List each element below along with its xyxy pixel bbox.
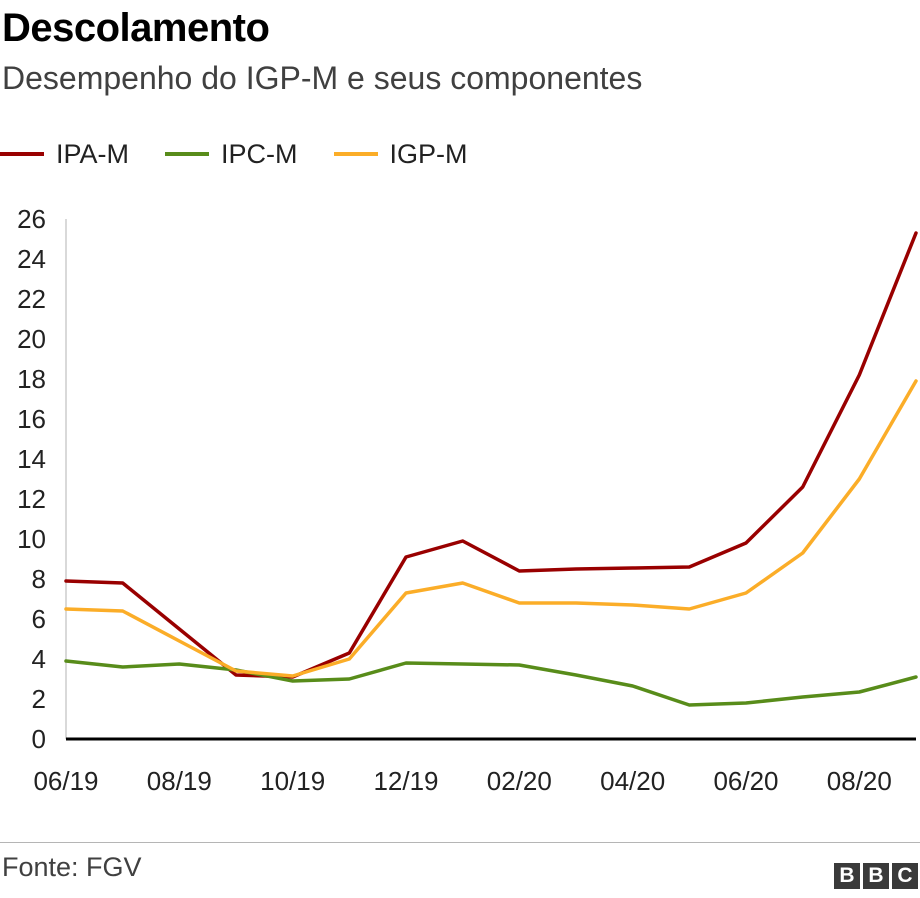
y-tick-label: 0 <box>32 724 46 754</box>
y-tick-label: 6 <box>32 604 46 634</box>
legend-item-igp: IGP-M <box>333 138 468 170</box>
x-tick-label: 12/19 <box>373 766 438 796</box>
y-tick-label: 14 <box>17 444 46 474</box>
series-line-ipa-m <box>64 231 918 679</box>
y-tick-label: 10 <box>17 524 46 554</box>
legend-swatch-ipc <box>165 152 209 156</box>
bbc-logo-letter-3: C <box>892 863 918 889</box>
y-tick-label: 8 <box>32 564 46 594</box>
legend-label-ipc: IPC-M <box>221 138 298 169</box>
footer-divider <box>0 842 920 843</box>
legend-item-ipc: IPC-M <box>165 139 298 170</box>
y-tick-label: 12 <box>17 484 46 514</box>
y-tick-label: 16 <box>17 404 46 434</box>
x-tick-label: 08/19 <box>147 766 212 796</box>
y-tick-label: 24 <box>17 244 46 274</box>
x-tick-label: 06/20 <box>713 766 778 796</box>
bbc-logo-letter-1: B <box>834 863 860 889</box>
source-note: Fonte: FGV <box>2 852 142 882</box>
bbc-logo: B B C <box>834 863 918 889</box>
series-line-igp-m <box>64 379 918 678</box>
y-tick-label: 26 <box>17 204 46 234</box>
chart-subtitle: Desempenho do IGP-M e seus componentes <box>2 60 643 96</box>
chart-title: Descolamento <box>2 6 270 50</box>
legend-label-igp: IGP-M <box>389 138 468 169</box>
legend: IPA-M IPC-M IGP-M <box>0 136 504 172</box>
x-tick-label: 10/19 <box>260 766 325 796</box>
x-tick-label: 04/20 <box>600 766 665 796</box>
y-tick-label: 20 <box>17 324 46 354</box>
x-tick-label: 06/19 <box>33 766 98 796</box>
legend-swatch-igp <box>333 152 378 156</box>
y-tick-label: 18 <box>17 364 46 394</box>
y-tick-label: 2 <box>32 684 46 714</box>
legend-swatch-ipa <box>0 152 44 156</box>
y-tick-label: 4 <box>32 644 46 674</box>
y-tick-label: 22 <box>17 284 46 314</box>
series-line-ipc-m <box>64 659 918 707</box>
legend-item-ipa: IPA-M <box>0 139 129 170</box>
bbc-logo-letter-2: B <box>863 863 889 889</box>
legend-label-ipa: IPA-M <box>56 138 129 169</box>
x-tick-label: 02/20 <box>487 766 552 796</box>
x-tick-label: 08/20 <box>827 766 892 796</box>
